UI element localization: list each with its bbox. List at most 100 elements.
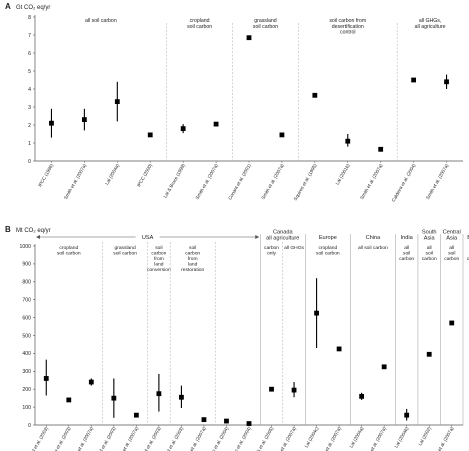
x-tick-label: IPCC (1996) [37,163,54,188]
y-tick-label: 6 [28,51,31,57]
data-point [180,126,186,131]
y-tick-label: 7 [28,33,31,39]
region-arrow-head [255,235,260,239]
panel-b: B Mt CO₂ eq/yr 0 100 200 300 400 500 600 700 800 90… [5,225,469,451]
x-tick-label: Lal & Bruce (1999) [163,163,187,199]
data-point [291,387,297,393]
group-label: cropland soil carbon [187,18,212,30]
y-tick-label: 1000 [19,244,31,250]
region-header: South Asia [422,230,437,242]
data-point [336,346,342,352]
x-tick-label: Squires et al. (1995) [293,163,318,202]
data-point [246,421,252,426]
x-tick-label: Lal (2004c) [304,426,320,449]
group-label: grassland soil carbon [253,18,278,30]
y-tick-label: 200 [22,387,31,393]
y-tick-label: 5 [28,69,31,75]
group-label: all soil carbon [358,245,388,251]
data-point [449,320,455,326]
x-tick-label: Lal (2004a) [104,163,120,186]
data-point [426,351,432,357]
x-tick-label: Smith et al. (2007a) [430,426,455,451]
region-arrow-head [36,235,40,239]
data-point [88,379,94,385]
x-tick-label: Smith et al. (2007a) [318,426,343,451]
y-tick-label: 500 [22,333,31,339]
data-point [66,397,72,403]
x-tick-label: Smith et al. (2007a) [182,426,207,451]
group-label: grassland soil carbon [113,245,137,256]
y-tick-label: 600 [22,315,31,321]
region-header: India [401,235,414,241]
group-label: all GHGs [284,245,304,251]
data-point [224,418,229,424]
y-tick-label: 2 [28,123,31,129]
y-tick-label: 400 [22,351,31,357]
data-point [314,310,319,316]
x-tick-label: Smith et al. (2005) [251,426,274,451]
data-point [213,121,219,127]
data-point [147,132,153,138]
x-tick-label: Lal et al. (2003) [29,426,50,451]
x-tick-label: IPCC (2000) [136,163,153,188]
y-tick-label: 8 [28,15,31,21]
group-label: cropland soil carbon [57,245,81,256]
group-label: carbon only [264,245,279,256]
y-tick-label: 800 [22,280,31,286]
x-tick-label: Smith et al. (2007a) [115,426,140,451]
y-tick-label: 0 [28,423,31,429]
data-point [201,417,207,423]
y-tick-label: 3 [28,105,31,111]
group-label: all GHGs, all agriculture [415,18,446,30]
y-axis-label: Gt CO₂ eq/yr [16,5,50,11]
data-point [269,386,274,392]
data-point [43,376,49,381]
y-tick-label: 0 [28,159,31,165]
x-tick-label: Smith et al. (2007a) [63,163,88,201]
group-label: soil carbon from land conversion [147,245,171,273]
x-tick-label: Caldeira et al. (2004) [391,163,417,203]
data-point [345,138,351,144]
group-label: all soil carbon [85,18,117,24]
group-label: soil carbon from desertification control [329,18,366,36]
data-point [49,120,54,126]
data-point [156,391,162,397]
x-tick-label: Lal (2004a) [349,426,365,449]
data-point [81,117,87,122]
data-point [179,394,184,400]
data-point [381,364,387,370]
region-header: Canada all agriculture [266,230,299,242]
data-point [111,395,117,401]
data-point [444,79,449,85]
data-point [378,146,384,152]
region-header: USA [142,235,154,241]
data-point [114,99,120,104]
region-header: Europe [319,235,337,241]
data-point [411,77,417,83]
x-tick-label: Smith et al. (2007a) [70,426,95,451]
y-axis-label: Mt CO₂ eq/yr [16,228,51,234]
x-tick-label: Boehm et al. (2004) [227,426,252,451]
panel-a: A Gt CO₂ eq/yr 0 1 2 3 4 5 6 7 8 all soil carbon cro… [5,2,463,203]
x-tick-label: Lal (2004b) [394,426,410,449]
data-point [246,35,252,41]
x-tick-label: Smith et al. (2007a) [273,426,298,451]
group-label: cropland soil carbon [316,245,340,256]
x-tick-label: Smith et al. (2007a) [260,163,285,201]
data-point [133,412,139,418]
x-tick-label: Boehm et al. (2004) [205,426,230,451]
panel-label: A [5,2,11,11]
group-label: soil carbon from land restoration [181,245,204,273]
x-tick-label: Smith et al. (2007a) [359,163,384,201]
data-point [312,92,318,98]
x-tick-label: Smith et al. (2007a) [425,163,450,201]
y-tick-label: 4 [28,87,31,93]
y-tick-label: 100 [22,405,31,411]
region-header: Brazil [467,235,469,241]
x-tick-label: Lal et al. (2003) [96,426,117,451]
